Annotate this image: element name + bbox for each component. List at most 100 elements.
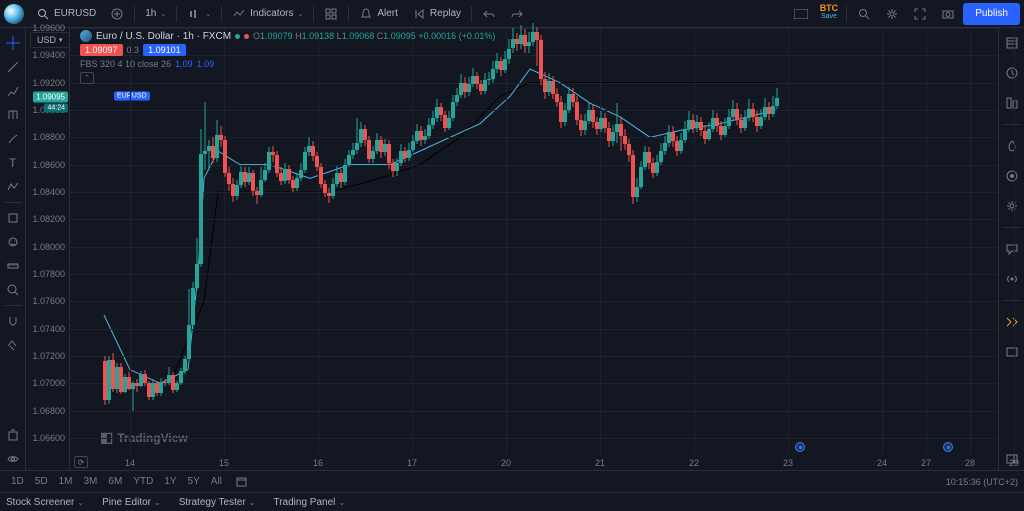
- interval-bar: 1D5D1M3M6MYTD1Y5YAll 10:15:36 (UTC+2): [0, 470, 1024, 492]
- grid-icon: [324, 7, 338, 21]
- alert-button[interactable]: Alert: [353, 3, 404, 25]
- pattern-tool[interactable]: [2, 176, 24, 198]
- long-position-tool[interactable]: [2, 207, 24, 229]
- templates-button[interactable]: [318, 3, 344, 25]
- interval-3m[interactable]: 3M: [79, 474, 103, 489]
- redo-button[interactable]: [504, 3, 530, 25]
- hide-tool[interactable]: [2, 448, 24, 470]
- search-icon: [857, 7, 871, 21]
- x-axis-label: 27: [921, 458, 931, 468]
- candle-style-button[interactable]: ⌄: [181, 3, 217, 25]
- separator: [1003, 227, 1021, 228]
- separator: [846, 6, 847, 22]
- top-toolbar: EURUSD 1h⌄ ⌄ Indicators⌄ Alert Replay BT…: [0, 0, 1024, 28]
- drawing-tools-panel: T: [0, 28, 26, 470]
- interval-button[interactable]: 1h⌄: [139, 3, 172, 25]
- settings-button[interactable]: [879, 3, 905, 25]
- hotlist-button[interactable]: [1001, 92, 1023, 114]
- symbol-search-text: EURUSD: [54, 8, 96, 19]
- interval-all[interactable]: All: [206, 474, 227, 489]
- btc-button[interactable]: BTCSave: [816, 3, 843, 25]
- chart-canvas[interactable]: ◧TradingView ⟳ EURUSD1415161720212223242…: [70, 28, 998, 470]
- collapse-legend-button[interactable]: ⌃: [80, 72, 94, 84]
- status-dot: [244, 34, 249, 39]
- chat-button[interactable]: [1001, 238, 1023, 260]
- interval-1m[interactable]: 1M: [54, 474, 78, 489]
- symbol-tag: EURUSD: [114, 92, 150, 101]
- brush-tool[interactable]: [2, 128, 24, 150]
- footer-pine-editor[interactable]: Pine Editor: [102, 497, 161, 508]
- x-axis-label: 14: [125, 458, 135, 468]
- separator: [221, 6, 222, 22]
- magnet-tool[interactable]: [2, 310, 24, 332]
- trendline-tool[interactable]: [2, 56, 24, 78]
- cursor-tool[interactable]: [2, 32, 24, 54]
- add-symbol-button[interactable]: [104, 3, 130, 25]
- x-axis-label: 15: [219, 458, 229, 468]
- x-axis-label: 17: [407, 458, 417, 468]
- layout-button[interactable]: [788, 3, 814, 25]
- watchlist-button[interactable]: [1001, 32, 1023, 54]
- remove-tool[interactable]: [2, 424, 24, 446]
- ohlc-display: O1.09079 H1.09138 L1.09068 C1.09095 +0.0…: [253, 31, 495, 41]
- currency-selector[interactable]: USD: [30, 32, 70, 48]
- calendar-button[interactable]: [1001, 135, 1023, 157]
- pitchfork-tool[interactable]: [2, 104, 24, 126]
- ask-price[interactable]: 1.09101: [143, 44, 186, 56]
- zoom-tool[interactable]: [2, 279, 24, 301]
- gear-icon: [885, 7, 899, 21]
- indicator-name[interactable]: FBS 320 4 10 close 26: [80, 59, 171, 69]
- interval-1y[interactable]: 1Y: [159, 474, 181, 489]
- dom-button[interactable]: [1001, 311, 1023, 333]
- indicators-icon: [232, 7, 246, 21]
- countdown-tag: 44:24: [44, 104, 68, 113]
- undo-button[interactable]: [476, 3, 502, 25]
- chart-info-header: Euro / U.S. Dollar · 1h · FXCM O1.09079 …: [80, 30, 495, 84]
- x-axis-label: 28: [965, 458, 975, 468]
- separator: [4, 305, 22, 306]
- interval-5y[interactable]: 5Y: [183, 474, 205, 489]
- interval-ytd[interactable]: YTD: [128, 474, 158, 489]
- candle-icon: [187, 7, 201, 21]
- y-axis[interactable]: 1.096001.094001.092001.090001.088001.086…: [26, 28, 70, 470]
- publish-button[interactable]: Publish: [963, 3, 1020, 25]
- symbol-search[interactable]: EURUSD: [30, 3, 102, 25]
- separator: [471, 6, 472, 22]
- x-axis-label: 29: [1009, 458, 1019, 468]
- current-price-tag: 1.09095: [33, 92, 68, 103]
- measure-tool[interactable]: [2, 255, 24, 277]
- interval-6m[interactable]: 6M: [103, 474, 127, 489]
- logo: [4, 4, 24, 24]
- indicators-button[interactable]: Indicators⌄: [226, 3, 309, 25]
- footer-stock-screener[interactable]: Stock Screener: [6, 497, 84, 508]
- fullscreen-button[interactable]: [907, 3, 933, 25]
- redo-icon: [510, 7, 524, 21]
- bid-price[interactable]: 1.09097: [80, 44, 123, 56]
- ideas-button[interactable]: [1001, 195, 1023, 217]
- footer-strategy-tester[interactable]: Strategy Tester: [179, 497, 256, 508]
- timezone-display[interactable]: 10:15:36 (UTC+2): [946, 477, 1018, 487]
- symbol-name[interactable]: Euro / U.S. Dollar · 1h · FXCM: [96, 31, 231, 42]
- fib-tool[interactable]: [2, 80, 24, 102]
- snapshot-button[interactable]: [935, 3, 961, 25]
- footer-trading-panel[interactable]: Trading Panel: [273, 497, 345, 508]
- alerts-panel-button[interactable]: [1001, 62, 1023, 84]
- x-axis-label: 22: [689, 458, 699, 468]
- icon-tool[interactable]: [2, 231, 24, 253]
- scroll-to-recent-button[interactable]: ⟳: [74, 456, 88, 468]
- event-marker[interactable]: [795, 442, 805, 452]
- streams-button[interactable]: [1001, 268, 1023, 290]
- search-button[interactable]: [851, 3, 877, 25]
- text-tool[interactable]: T: [2, 152, 24, 174]
- x-axis-label: 20: [501, 458, 511, 468]
- interval-5d[interactable]: 5D: [30, 474, 53, 489]
- interval-1d[interactable]: 1D: [6, 474, 29, 489]
- replay-button[interactable]: Replay: [406, 3, 467, 25]
- lock-tool[interactable]: [2, 334, 24, 356]
- spread: 0.3: [127, 45, 140, 55]
- separator: [313, 6, 314, 22]
- news-button[interactable]: [1001, 165, 1023, 187]
- object-tree-button[interactable]: [1001, 341, 1023, 363]
- date-range-button[interactable]: [231, 474, 252, 489]
- event-marker[interactable]: [943, 442, 953, 452]
